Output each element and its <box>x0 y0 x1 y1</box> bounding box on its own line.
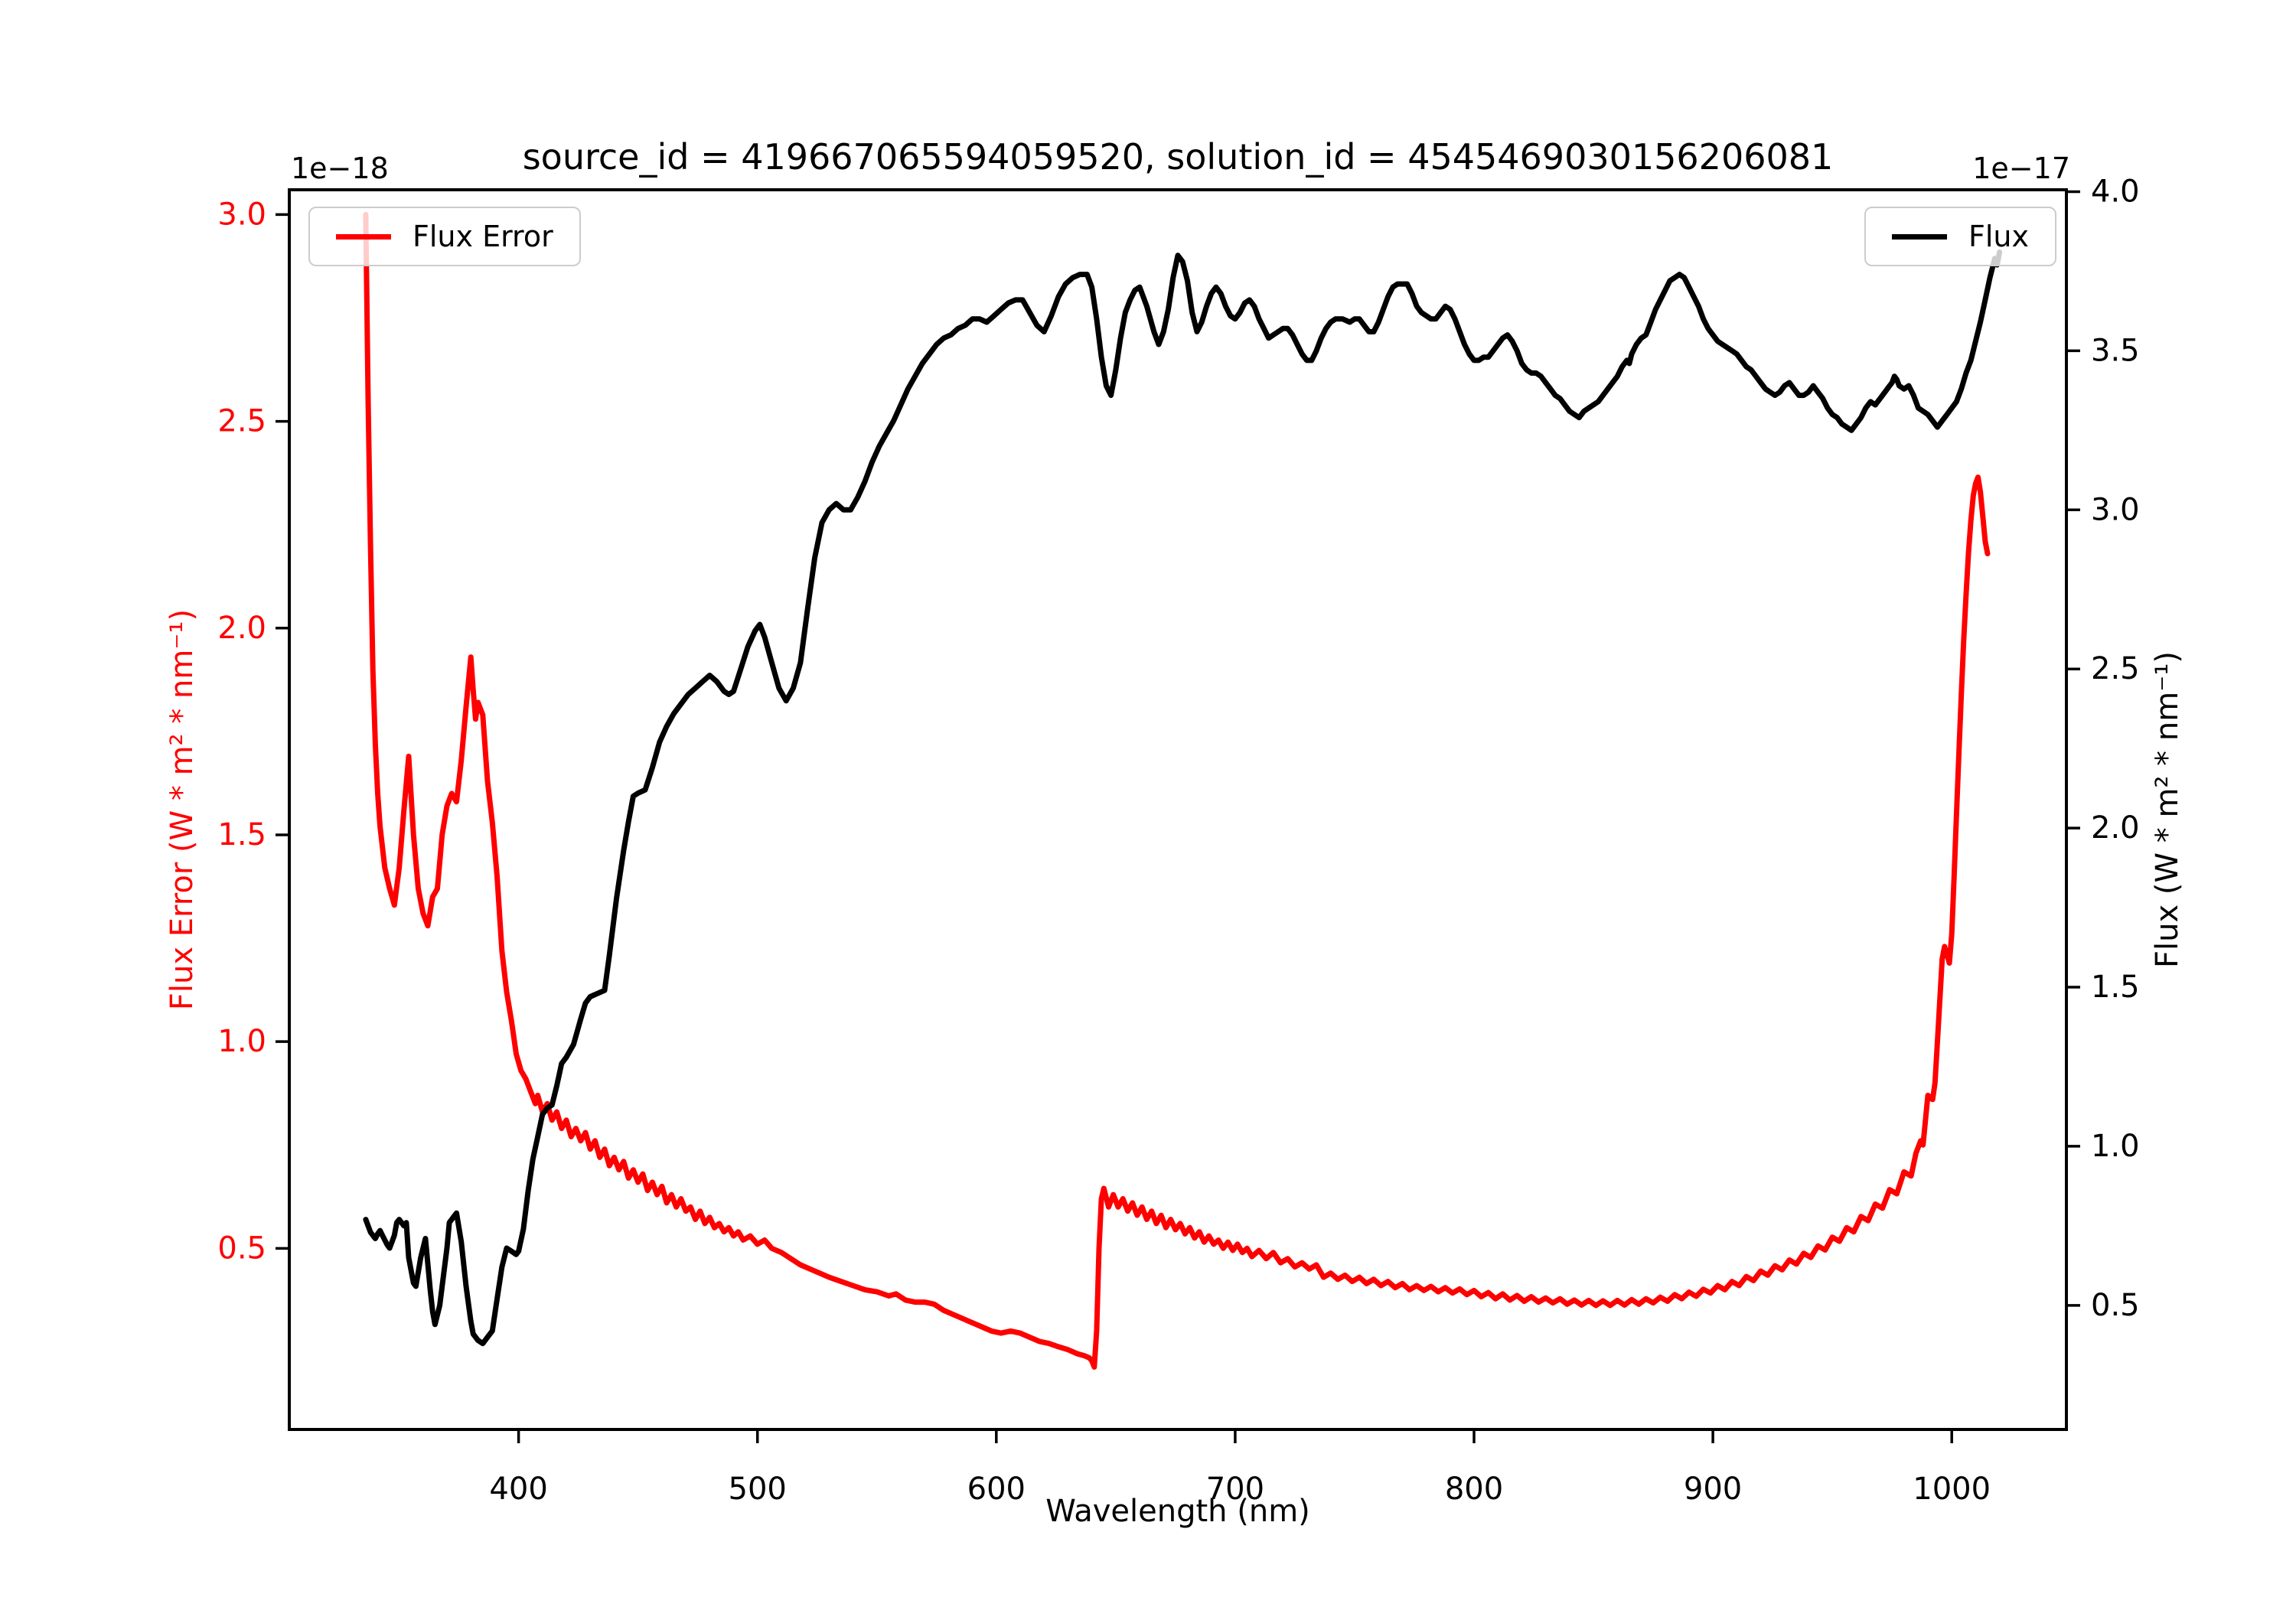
legend-flux: Flux <box>1864 207 2056 266</box>
right-axis-offset-text: 1e−17 <box>1972 152 2070 185</box>
flux-error-legend-swatch <box>336 233 391 240</box>
x-tick-label: 600 <box>967 1472 1026 1507</box>
left-y-tick-label: 2.0 <box>217 611 266 646</box>
right-y-tick-label: 1.5 <box>2091 970 2140 1005</box>
x-tick-label: 900 <box>1684 1472 1742 1507</box>
left-y-tick-label: 3.0 <box>217 197 266 232</box>
right-y-tick-label: 3.0 <box>2091 492 2140 527</box>
x-tick-label: 400 <box>489 1472 547 1507</box>
flux-error-line <box>363 211 1991 1370</box>
right-y-tick-label: 3.5 <box>2091 333 2140 368</box>
axes-spines <box>288 188 2068 1431</box>
legend-flux-error: Flux Error <box>308 207 581 266</box>
x-axis-label: Wavelength (nm) <box>1045 1494 1310 1529</box>
left-axis-offset-text: 1e−18 <box>291 152 389 185</box>
left-y-tick-label: 0.5 <box>217 1231 266 1266</box>
left-y-axis-label: Flux Error (W * m² * nm⁻¹) <box>165 608 200 1011</box>
right-y-tick-label: 2.5 <box>2091 651 2140 686</box>
x-tick-label: 700 <box>1206 1472 1264 1507</box>
left-y-tick-label: 1.0 <box>217 1024 266 1059</box>
flux-line <box>363 249 2003 1347</box>
right-y-tick-label: 1.0 <box>2091 1129 2140 1164</box>
right-y-tick-label: 2.0 <box>2091 810 2140 846</box>
right-y-tick-label: 0.5 <box>2091 1288 2140 1323</box>
x-tick-label: 1000 <box>1913 1472 1991 1507</box>
chart-title: source_id = 419667065594059520, solution… <box>522 136 1834 178</box>
flux-error-legend-label: Flux Error <box>413 220 553 253</box>
flux-legend-swatch <box>1892 233 1947 240</box>
right-y-tick-label: 4.0 <box>2091 174 2140 209</box>
left-y-tick-label: 2.5 <box>217 404 266 439</box>
x-tick-label: 800 <box>1445 1472 1503 1507</box>
left-y-tick-label: 1.5 <box>217 817 266 852</box>
x-tick-label: 500 <box>729 1472 787 1507</box>
right-y-axis-label: Flux (W * m² * nm⁻¹) <box>2150 651 2185 968</box>
flux-legend-label: Flux <box>1968 220 2029 253</box>
